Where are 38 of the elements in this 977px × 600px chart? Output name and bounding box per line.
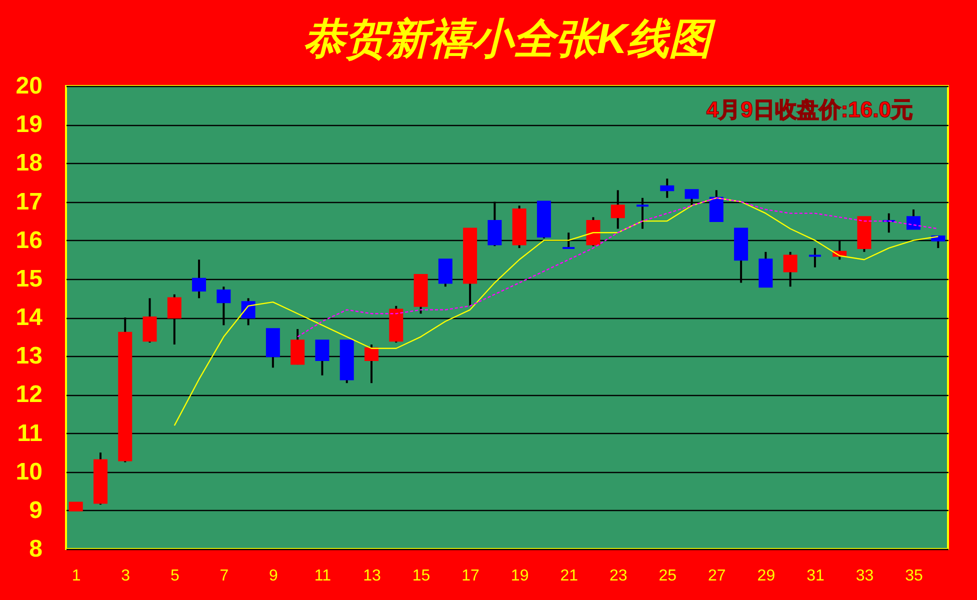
candlestick — [882, 212, 896, 234]
y-tick-label: 14 — [16, 304, 44, 331]
y-tick-label: 17 — [16, 188, 42, 216]
y-tick-label: 15 — [16, 265, 42, 292]
y-tick-label: 9 — [29, 496, 42, 524]
candlestick — [906, 208, 921, 230]
x-tick-label: 9 — [268, 568, 278, 584]
x-tick-label: 7 — [220, 568, 229, 584]
y-tick-label: 18 — [16, 150, 42, 177]
x-tick-label: 33 — [856, 568, 874, 584]
y-tick-label: 19 — [16, 111, 42, 138]
x-tick-label: 15 — [412, 568, 430, 584]
x-tick-label: 11 — [314, 568, 332, 584]
x-tick-label: 29 — [757, 568, 776, 584]
y-tick-label: 13 — [16, 342, 42, 370]
x-tick-label: 17 — [462, 568, 480, 584]
candlestick — [660, 178, 674, 199]
y-tick-label: 10 — [16, 458, 42, 486]
x-tick-label: 27 — [708, 568, 726, 584]
y-tick-label: 20 — [16, 72, 42, 100]
chart-title: 恭贺新禧小全张K线图 — [302, 15, 716, 62]
x-tick-label: 13 — [363, 568, 381, 584]
y-tick-label: 12 — [16, 381, 42, 408]
y-tick-label: 16 — [16, 226, 42, 254]
x-tick-label: 5 — [170, 568, 180, 584]
x-tick-label: 35 — [905, 568, 924, 584]
x-tick-label: 25 — [658, 568, 677, 584]
y-tick-label: 8 — [29, 536, 42, 562]
line-series — [296, 197, 939, 338]
x-tick-label: 1 — [72, 568, 81, 584]
y-tick-label: 11 — [17, 420, 42, 447]
x-tick-label: 31 — [806, 568, 824, 584]
x-tick-label: 21 — [560, 568, 578, 584]
candlestick — [808, 247, 822, 268]
x-tick-label: 23 — [609, 568, 628, 584]
x-tick-label: 19 — [510, 568, 529, 584]
x-tick-label: 3 — [121, 568, 130, 584]
annotation: 4月9日收盘价:16.0元 — [706, 97, 913, 122]
